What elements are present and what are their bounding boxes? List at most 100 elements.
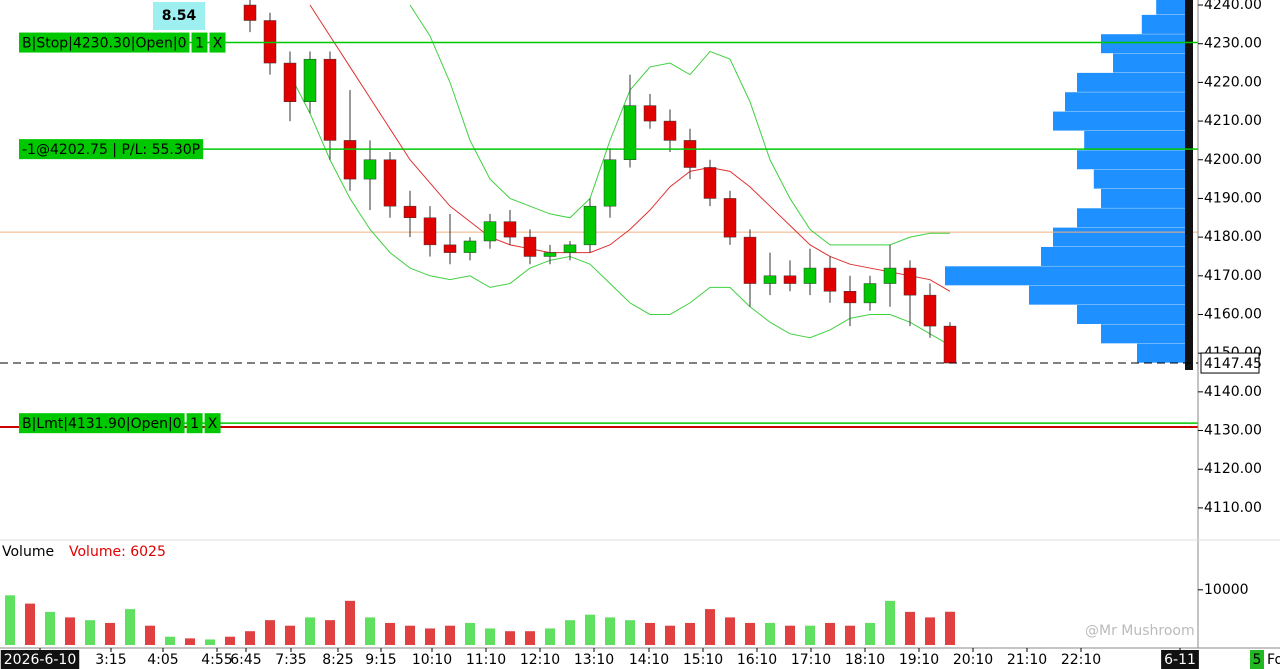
x-tick-label: 14:10: [629, 652, 669, 668]
y-tick-label: 4200.00: [1204, 152, 1262, 168]
x-tick-label: 9:15: [365, 652, 396, 668]
x-tick-label: 16:10: [737, 652, 777, 668]
order-button-bg[interactable]: [209, 32, 226, 53]
x-tick-bg: [1161, 650, 1199, 669]
x-tick-label: 17:10: [791, 652, 831, 668]
volume-profile-bar: [1113, 53, 1185, 73]
order-label: B|Lmt|4131.90|Open|0: [22, 416, 182, 432]
volume-bar: [645, 622, 655, 645]
candle-body: [723, 198, 737, 238]
volume-bar: [865, 622, 875, 645]
y-tick-label: 4160.00: [1204, 306, 1262, 322]
volume-bar: [405, 625, 415, 645]
volume-bar: [785, 625, 795, 645]
volume-bar: [485, 628, 495, 645]
order-label-bg: [19, 32, 190, 53]
volume-bar: [925, 617, 935, 645]
price-plot: [0, 0, 1198, 429]
candle-body: [743, 236, 757, 284]
volume-bar: [525, 631, 535, 645]
volume-bar: [685, 622, 695, 645]
candle-body: [783, 275, 797, 284]
volume-bar: [205, 639, 215, 645]
watermark: @Mr Mushroom: [1085, 623, 1195, 639]
volume-bar: [725, 617, 735, 645]
candle-body: [843, 291, 857, 304]
volume-profile-bar: [1077, 72, 1185, 92]
candle-body: [243, 4, 257, 21]
badge-bg: [153, 2, 205, 30]
x-tick-label: 13:10: [574, 652, 614, 668]
candle-body: [643, 105, 657, 122]
last-price-label: 4147.45: [1204, 356, 1262, 372]
volume-profile-bar: [945, 266, 1185, 286]
volume-bar: [425, 628, 435, 645]
scrollbar: [1185, 0, 1193, 370]
volume-bar: [285, 625, 295, 645]
volume-bar: [125, 609, 135, 645]
volume-bar: [265, 620, 275, 645]
volume-bar: [145, 625, 155, 645]
corner-text: Fo: [1267, 652, 1280, 668]
y-tick-label: 4130.00: [1204, 423, 1262, 439]
volume-bar: [625, 620, 635, 645]
order-button-bg[interactable]: [186, 413, 203, 434]
y-tick-label: 4240.00: [1204, 0, 1262, 13]
volume-profile-bar: [1077, 208, 1185, 228]
x-tick-label: 15:10: [683, 652, 723, 668]
volume-bar: [945, 611, 955, 645]
x-tick-label: 10:10: [412, 652, 452, 668]
candle-body: [923, 294, 937, 327]
volume-profile-bar: [1053, 227, 1185, 247]
volume-bar: [765, 622, 775, 645]
volume-bar: [745, 622, 755, 645]
indicator-line: [309, 4, 951, 292]
volume-profile-bar: [1101, 188, 1185, 208]
order-button-bg[interactable]: [204, 413, 221, 434]
order-qty[interactable]: 1: [190, 416, 199, 432]
x-tick-label: 4:55: [201, 652, 232, 668]
indicator-line: [289, 74, 951, 346]
candle-body: [563, 244, 577, 253]
y-tick-label: 4140.00: [1204, 384, 1262, 400]
volume-bar: [905, 611, 915, 645]
volume-profile-bar: [1084, 130, 1185, 150]
volume-profile-bar: [1101, 324, 1185, 344]
order-qty[interactable]: 1: [195, 36, 204, 52]
volume-profile-bar: [1041, 246, 1185, 266]
x-tick-label: 11:10: [466, 652, 506, 668]
x-tick-label: 8:25: [322, 652, 353, 668]
volume-bar: [545, 628, 555, 645]
candle-body: [403, 205, 417, 219]
x-tick-label: 19:10: [899, 652, 939, 668]
volume-bar: [805, 625, 815, 645]
y-tick-label: 4220.00: [1204, 74, 1262, 90]
y-tick-label: 4190.00: [1204, 190, 1262, 206]
volume-bar: [305, 617, 315, 645]
volume-bar: [585, 614, 595, 645]
volume-bar: [385, 622, 395, 645]
order-button-bg[interactable]: [191, 32, 208, 53]
x-tick-label: 2026-6-10: [4, 652, 76, 668]
candle-body: [543, 252, 557, 257]
candle-body: [583, 205, 597, 246]
volume-bar: [825, 622, 835, 645]
candle-body: [503, 221, 517, 238]
order-cancel[interactable]: X: [213, 36, 223, 52]
order-cancel[interactable]: X: [208, 416, 218, 432]
candle-body: [603, 159, 617, 207]
volume-profile-bar: [1053, 111, 1185, 131]
indicator-line: [409, 4, 950, 246]
candle-body: [283, 62, 297, 102]
volume-bar: [665, 625, 675, 645]
y-tick-label: 4110.00: [1204, 500, 1262, 516]
x-tick-label: 4:05: [147, 652, 178, 668]
volume-bar: [45, 611, 55, 645]
candle-body: [423, 217, 437, 246]
y-tick-label: 4180.00: [1204, 229, 1262, 245]
volume-profile-bar: [1077, 304, 1185, 324]
volume-title: Volume: [2, 544, 54, 560]
candle-body: [383, 159, 397, 207]
candle-body: [443, 244, 457, 253]
